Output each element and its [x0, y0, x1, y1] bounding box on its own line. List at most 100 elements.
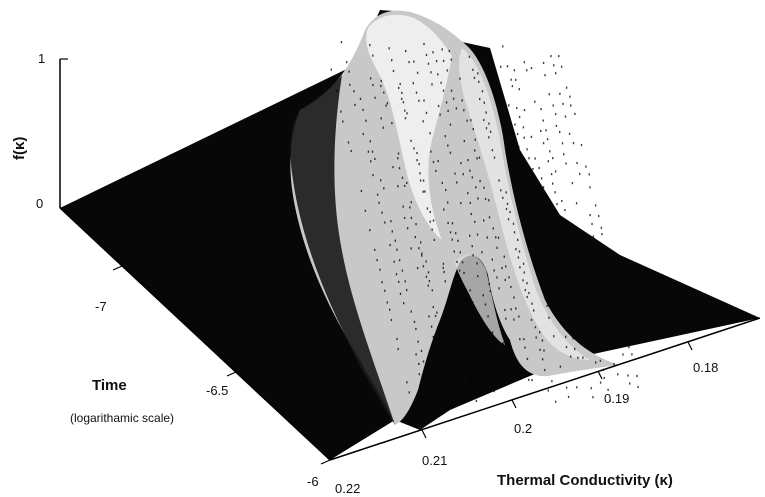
mesh-dot	[606, 254, 608, 257]
mesh-dot	[563, 153, 565, 156]
mesh-dot	[568, 132, 571, 135]
mesh-dot	[433, 238, 435, 241]
mesh-dot	[526, 69, 528, 72]
mesh-dot	[432, 51, 434, 54]
mesh-dot	[554, 170, 557, 173]
mesh-dot	[354, 103, 356, 107]
mesh-dot	[533, 205, 536, 208]
mesh-dot	[586, 299, 588, 302]
mesh-dot	[442, 89, 445, 92]
mesh-dot	[467, 192, 469, 195]
mesh-dot	[418, 362, 420, 365]
mesh-dot	[446, 69, 449, 72]
mesh-dot	[606, 332, 609, 335]
mesh-dot	[592, 327, 594, 330]
mesh-dot	[545, 226, 547, 229]
mesh-dot	[552, 104, 554, 107]
mesh-dot	[374, 157, 376, 160]
mesh-dot	[421, 254, 423, 257]
mesh-dot	[528, 183, 530, 186]
mesh-dot	[404, 280, 406, 283]
mesh-dot	[576, 386, 578, 389]
mesh-dot	[554, 191, 556, 194]
mesh-dot	[528, 378, 530, 381]
mesh-dot	[578, 335, 580, 338]
mesh-dot	[465, 298, 467, 301]
mesh-dot	[523, 271, 525, 274]
mesh-dot	[419, 172, 421, 175]
mesh-dot	[430, 71, 432, 74]
mesh-dot	[359, 97, 362, 100]
mesh-dot	[599, 303, 602, 306]
mesh-dot	[413, 147, 415, 150]
mesh-dot	[573, 246, 575, 250]
mesh-dot	[391, 122, 393, 125]
mesh-dot	[376, 259, 378, 262]
mesh-dot	[531, 246, 534, 249]
mesh-dot	[498, 287, 500, 290]
mesh-dot	[410, 201, 412, 204]
mesh-dot	[570, 104, 572, 107]
mesh-dot	[430, 387, 432, 391]
mesh-dot	[534, 157, 536, 160]
mesh-dot	[502, 372, 504, 376]
mesh-dot	[562, 102, 564, 105]
mesh-dot	[474, 149, 476, 152]
mesh-dot	[589, 186, 591, 189]
mesh-dot	[417, 340, 419, 343]
mesh-dot	[513, 296, 515, 299]
mesh-dot	[535, 214, 537, 217]
mesh-dot	[564, 231, 567, 234]
mesh-dot	[517, 256, 520, 259]
time-tick-label: -7	[95, 299, 107, 314]
mesh-dot	[447, 221, 449, 224]
mesh-dot	[405, 49, 407, 53]
mesh-dot	[379, 268, 381, 271]
mesh-dot	[493, 269, 495, 272]
mesh-dot	[614, 285, 616, 288]
mesh-dot	[398, 167, 401, 170]
mesh-dot	[628, 346, 630, 349]
mesh-dot	[398, 259, 401, 262]
mesh-dot	[618, 331, 620, 335]
mesh-dot	[476, 157, 478, 160]
time-tick-label: -6	[307, 474, 319, 489]
mesh-dot	[545, 129, 547, 132]
mesh-dot	[570, 307, 572, 311]
mesh-dot	[498, 179, 500, 182]
mesh-dot	[540, 283, 543, 286]
mesh-dot	[613, 314, 615, 317]
mesh-dot	[442, 262, 445, 265]
mesh-dot	[605, 246, 607, 249]
mesh-dot	[466, 368, 468, 371]
mesh-dot	[392, 69, 395, 73]
mesh-dot	[430, 325, 433, 328]
mesh-dot	[369, 229, 371, 232]
mesh-dot	[437, 326, 439, 329]
mesh-dot	[485, 111, 487, 114]
mesh-dot	[542, 142, 545, 145]
mesh-dot	[378, 201, 380, 204]
mesh-dot	[502, 196, 504, 199]
mesh-dot	[585, 165, 587, 168]
mesh-dot	[505, 350, 508, 353]
mesh-dot	[522, 126, 525, 129]
mesh-dot	[501, 267, 503, 270]
mesh-dot	[503, 255, 505, 258]
mesh-dot	[533, 309, 535, 312]
conductivity-tick-label: 0.18	[693, 360, 718, 375]
mesh-dot	[540, 177, 543, 180]
mesh-dot	[568, 297, 570, 301]
mesh-dot	[510, 78, 512, 81]
mesh-dot	[414, 236, 416, 239]
mesh-dot	[350, 149, 352, 153]
mesh-dot	[502, 45, 504, 48]
mesh-dot	[458, 339, 460, 342]
mesh-dot	[560, 65, 563, 68]
mesh-dot	[415, 91, 418, 94]
mesh-dot	[420, 241, 422, 244]
mesh-dot	[571, 239, 573, 242]
mesh-dot	[412, 82, 414, 85]
mesh-dot	[587, 310, 589, 313]
mesh-dot	[554, 400, 557, 403]
